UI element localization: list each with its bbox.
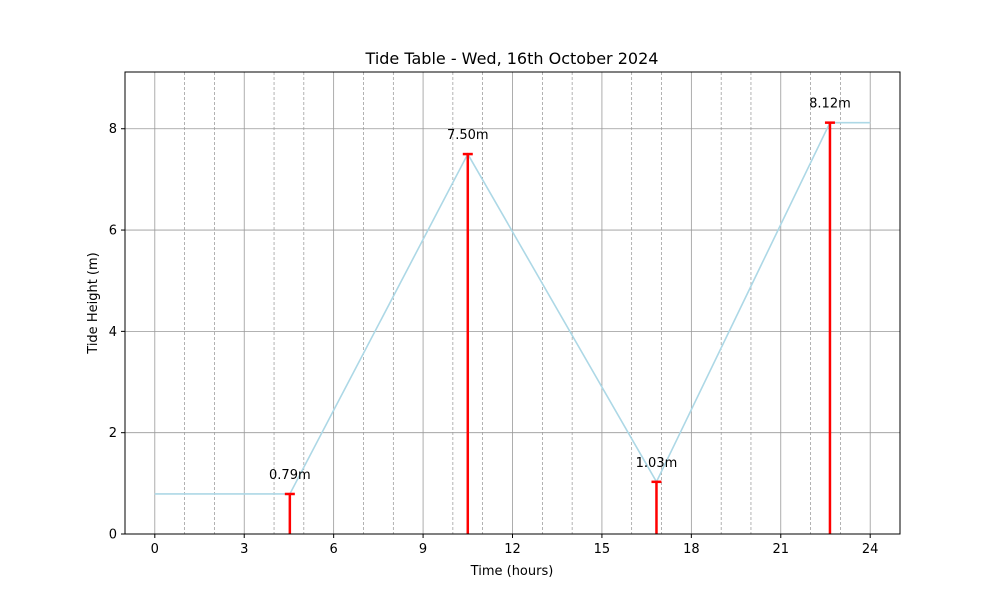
extreme-markers: 0.79m 7.50m 1.03m 8.12m [269, 97, 851, 534]
x-tick-label: 15 [594, 542, 611, 557]
grid [125, 72, 900, 535]
y-axis-label: Tide Height (m) [86, 252, 101, 354]
x-tick-label: 6 [330, 542, 338, 557]
extreme-label: 1.03m [636, 456, 678, 471]
extreme-label: 7.50m [447, 128, 489, 143]
tide-height-line [154, 121, 871, 495]
x-tick-label: 18 [683, 542, 700, 557]
y-tick-label: 6 [109, 224, 117, 239]
x-tick-label: 24 [862, 542, 879, 557]
x-tick-label: 0 [151, 542, 159, 557]
extreme-label: 8.12m [809, 97, 851, 112]
chart-title: Tide Table - Wed, 16th October 2024 [365, 49, 659, 68]
x-tick-label: 21 [772, 542, 789, 557]
tide-line-layer [154, 121, 871, 495]
y-tick-label: 8 [109, 122, 117, 137]
x-tick-label: 12 [504, 542, 521, 557]
x-axis-label: Time (hours) [470, 564, 554, 579]
extreme-label: 0.79m [269, 468, 311, 483]
y-tick-label: 4 [109, 325, 117, 340]
y-tick-label: 2 [109, 426, 117, 441]
x-tick-label: 9 [419, 542, 427, 557]
x-tick-label: 3 [240, 542, 248, 557]
y-tick-label: 0 [109, 528, 117, 543]
